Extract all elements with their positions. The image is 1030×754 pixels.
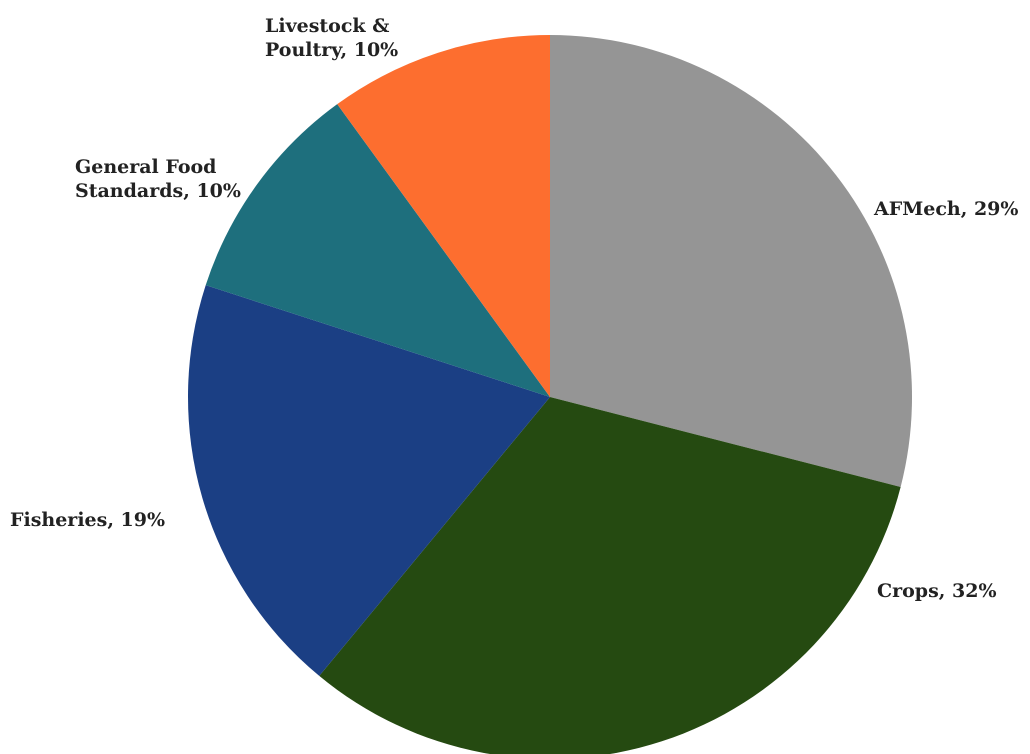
slice-label-afmech: AFMech, 29% <box>873 198 1018 220</box>
pie-slice-afmech <box>550 35 913 488</box>
pie-slice-livestock-poultry <box>337 35 550 397</box>
slice-labels: AFMech, 29% Crops, 32% Fisheries, 19% Gener… <box>10 15 1018 602</box>
pie-slice-fisheries <box>188 285 551 676</box>
slice-label-general-food-standards: General Food Standards, 10% <box>75 156 241 202</box>
pie-slice-crops <box>319 397 901 754</box>
slice-label-crops: Crops, 32% <box>877 580 997 602</box>
pie-slice-general-food-standards <box>205 104 550 397</box>
slice-label-fisheries: Fisheries, 19% <box>10 509 165 531</box>
pie-slices <box>188 35 913 754</box>
slice-label-livestock-poultry: Livestock & Poultry, 10% <box>265 15 398 61</box>
